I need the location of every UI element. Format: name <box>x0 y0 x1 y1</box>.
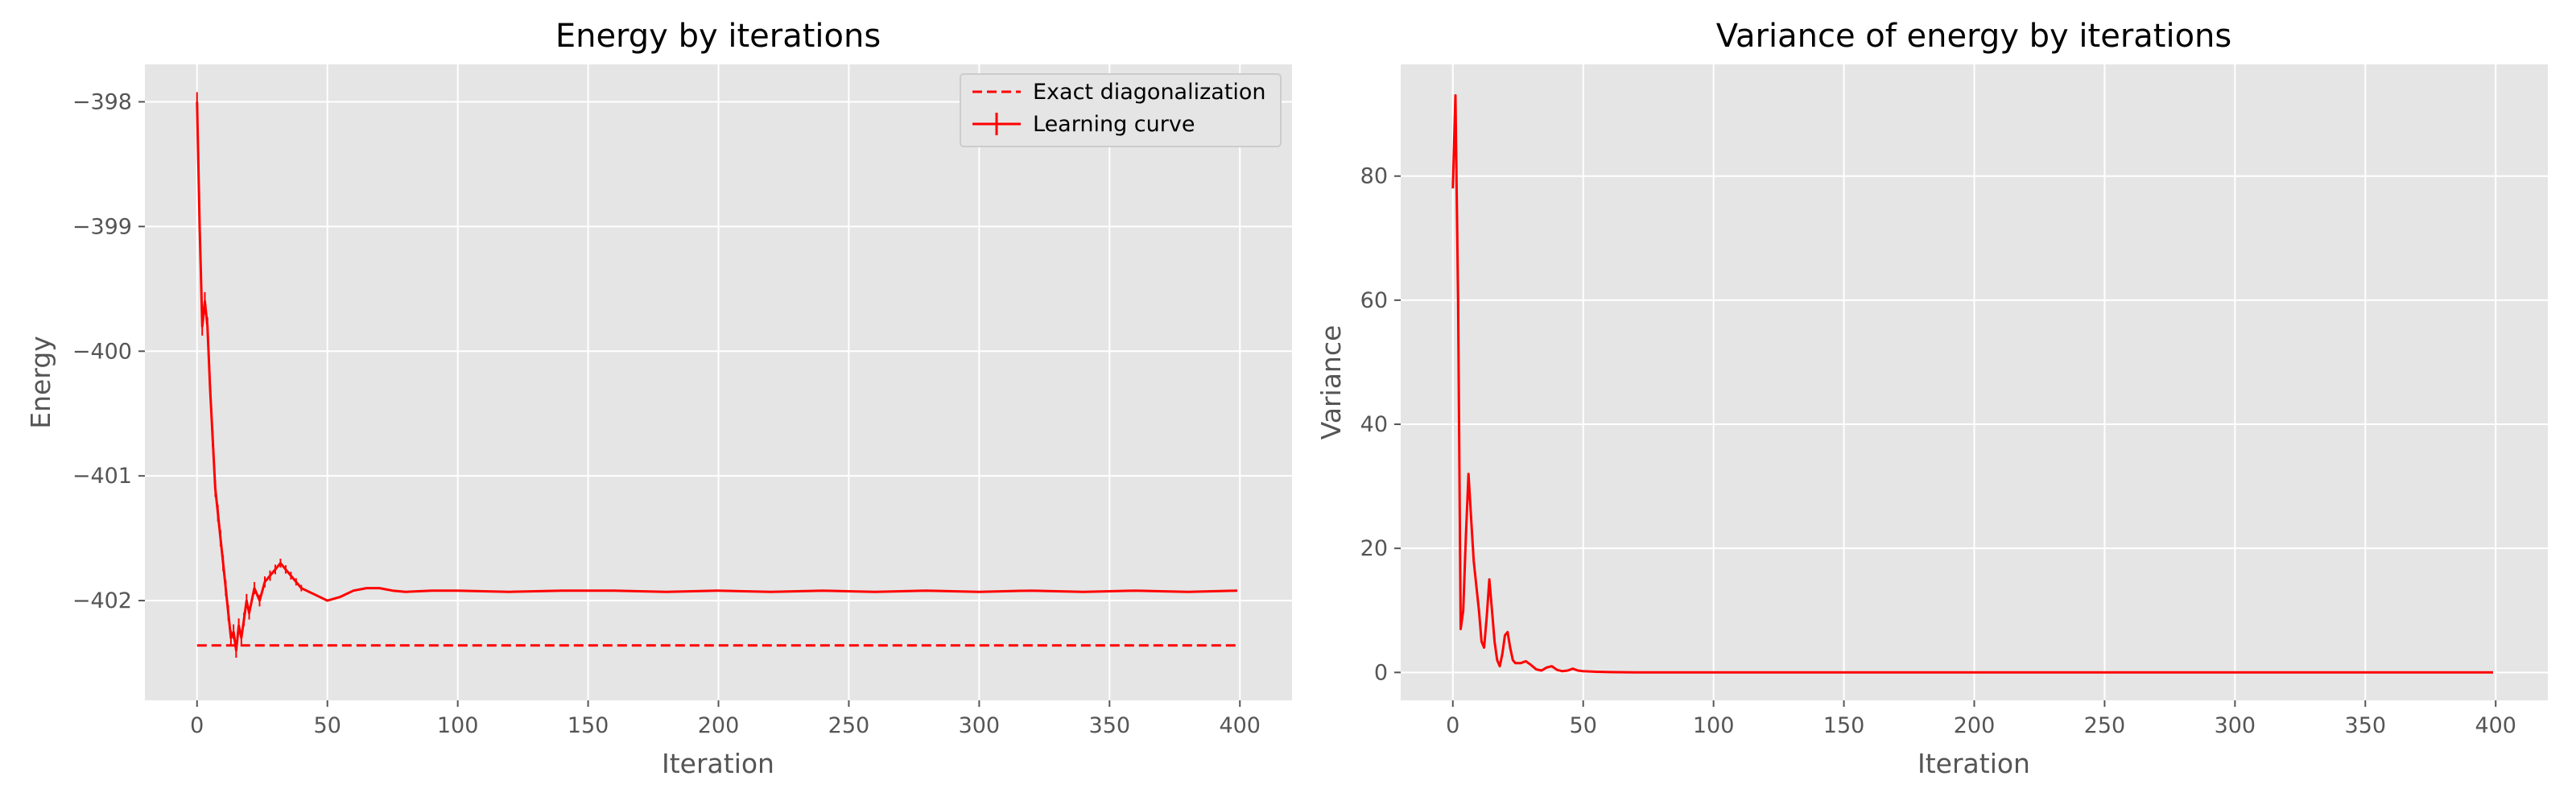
energy-chart: 0 50 100 150 200 250 300 350 400 −402 −401 −400 −399… <box>25 18 1292 779</box>
variance-ticks: 0 50 100 150 200 250 300 350 400 0 20 40 60 80 <box>1360 164 2516 738</box>
energy-chart-title: Energy by iterations <box>555 18 881 55</box>
energy-x-tick-label: 100 <box>437 713 479 738</box>
energy-x-tick-label: 200 <box>698 713 740 738</box>
legend-label-exact: Exact diagonalization <box>1033 80 1266 105</box>
variance-x-tick-label: 350 <box>2345 713 2387 738</box>
energy-legend: Exact diagonalization Learning curve <box>960 73 1282 147</box>
variance-x-tick-label: 0 <box>1446 713 1459 738</box>
variance-x-tick-label: 200 <box>1954 713 1996 738</box>
variance-y-tick-label: 60 <box>1360 288 1388 313</box>
energy-marks <box>196 92 1238 658</box>
variance-marks <box>1451 94 2493 674</box>
energy-y-tick-label: −398 <box>72 89 132 114</box>
variance-x-tick-label: 250 <box>2084 713 2126 738</box>
variance-y-tick-label: 80 <box>1360 164 1388 189</box>
variance-y-tick-label: 40 <box>1360 412 1388 437</box>
energy-x-tick-label: 250 <box>828 713 870 738</box>
energy-x-axis-label: Iteration <box>662 748 774 779</box>
energy-x-tick-label: 400 <box>1219 713 1261 738</box>
legend-label-learning: Learning curve <box>1033 112 1195 137</box>
energy-x-tick-label: 150 <box>568 713 609 738</box>
variance-y-axis-label: Variance <box>1315 325 1347 440</box>
energy-y-axis-label: Energy <box>25 336 56 429</box>
energy-x-tick-label: 350 <box>1089 713 1131 738</box>
variance-x-tick-label: 100 <box>1693 713 1735 738</box>
energy-y-tick-label: −401 <box>72 464 132 489</box>
energy-y-tick-label: −402 <box>72 588 132 613</box>
variance-chart: 0 50 100 150 200 250 300 350 400 0 20 40 60 80 Varian… <box>1315 18 2548 779</box>
variance-y-tick-label: 20 <box>1360 536 1388 561</box>
energy-grid <box>145 64 1292 700</box>
variance-chart-title: Variance of energy by iterations <box>1716 18 2231 55</box>
variance-line <box>1451 94 2493 674</box>
variance-x-tick-label: 50 <box>1570 713 1597 738</box>
variance-x-tick-label: 400 <box>2475 713 2516 738</box>
variance-x-tick-label: 150 <box>1823 713 1865 738</box>
variance-y-tick-label: 0 <box>1374 660 1388 685</box>
energy-x-tick-label: 0 <box>190 713 204 738</box>
legend-box <box>960 73 1282 147</box>
energy-y-tick-label: −400 <box>72 339 132 364</box>
energy-ticks: 0 50 100 150 200 250 300 350 400 −402 −401 −400 −399… <box>72 89 1261 738</box>
energy-y-tick-label: −399 <box>72 214 132 239</box>
variance-x-axis-label: Iteration <box>1918 748 2030 779</box>
energy-x-tick-label: 50 <box>314 713 341 738</box>
variance-x-tick-label: 300 <box>2215 713 2256 738</box>
energy-x-tick-label: 300 <box>959 713 1001 738</box>
